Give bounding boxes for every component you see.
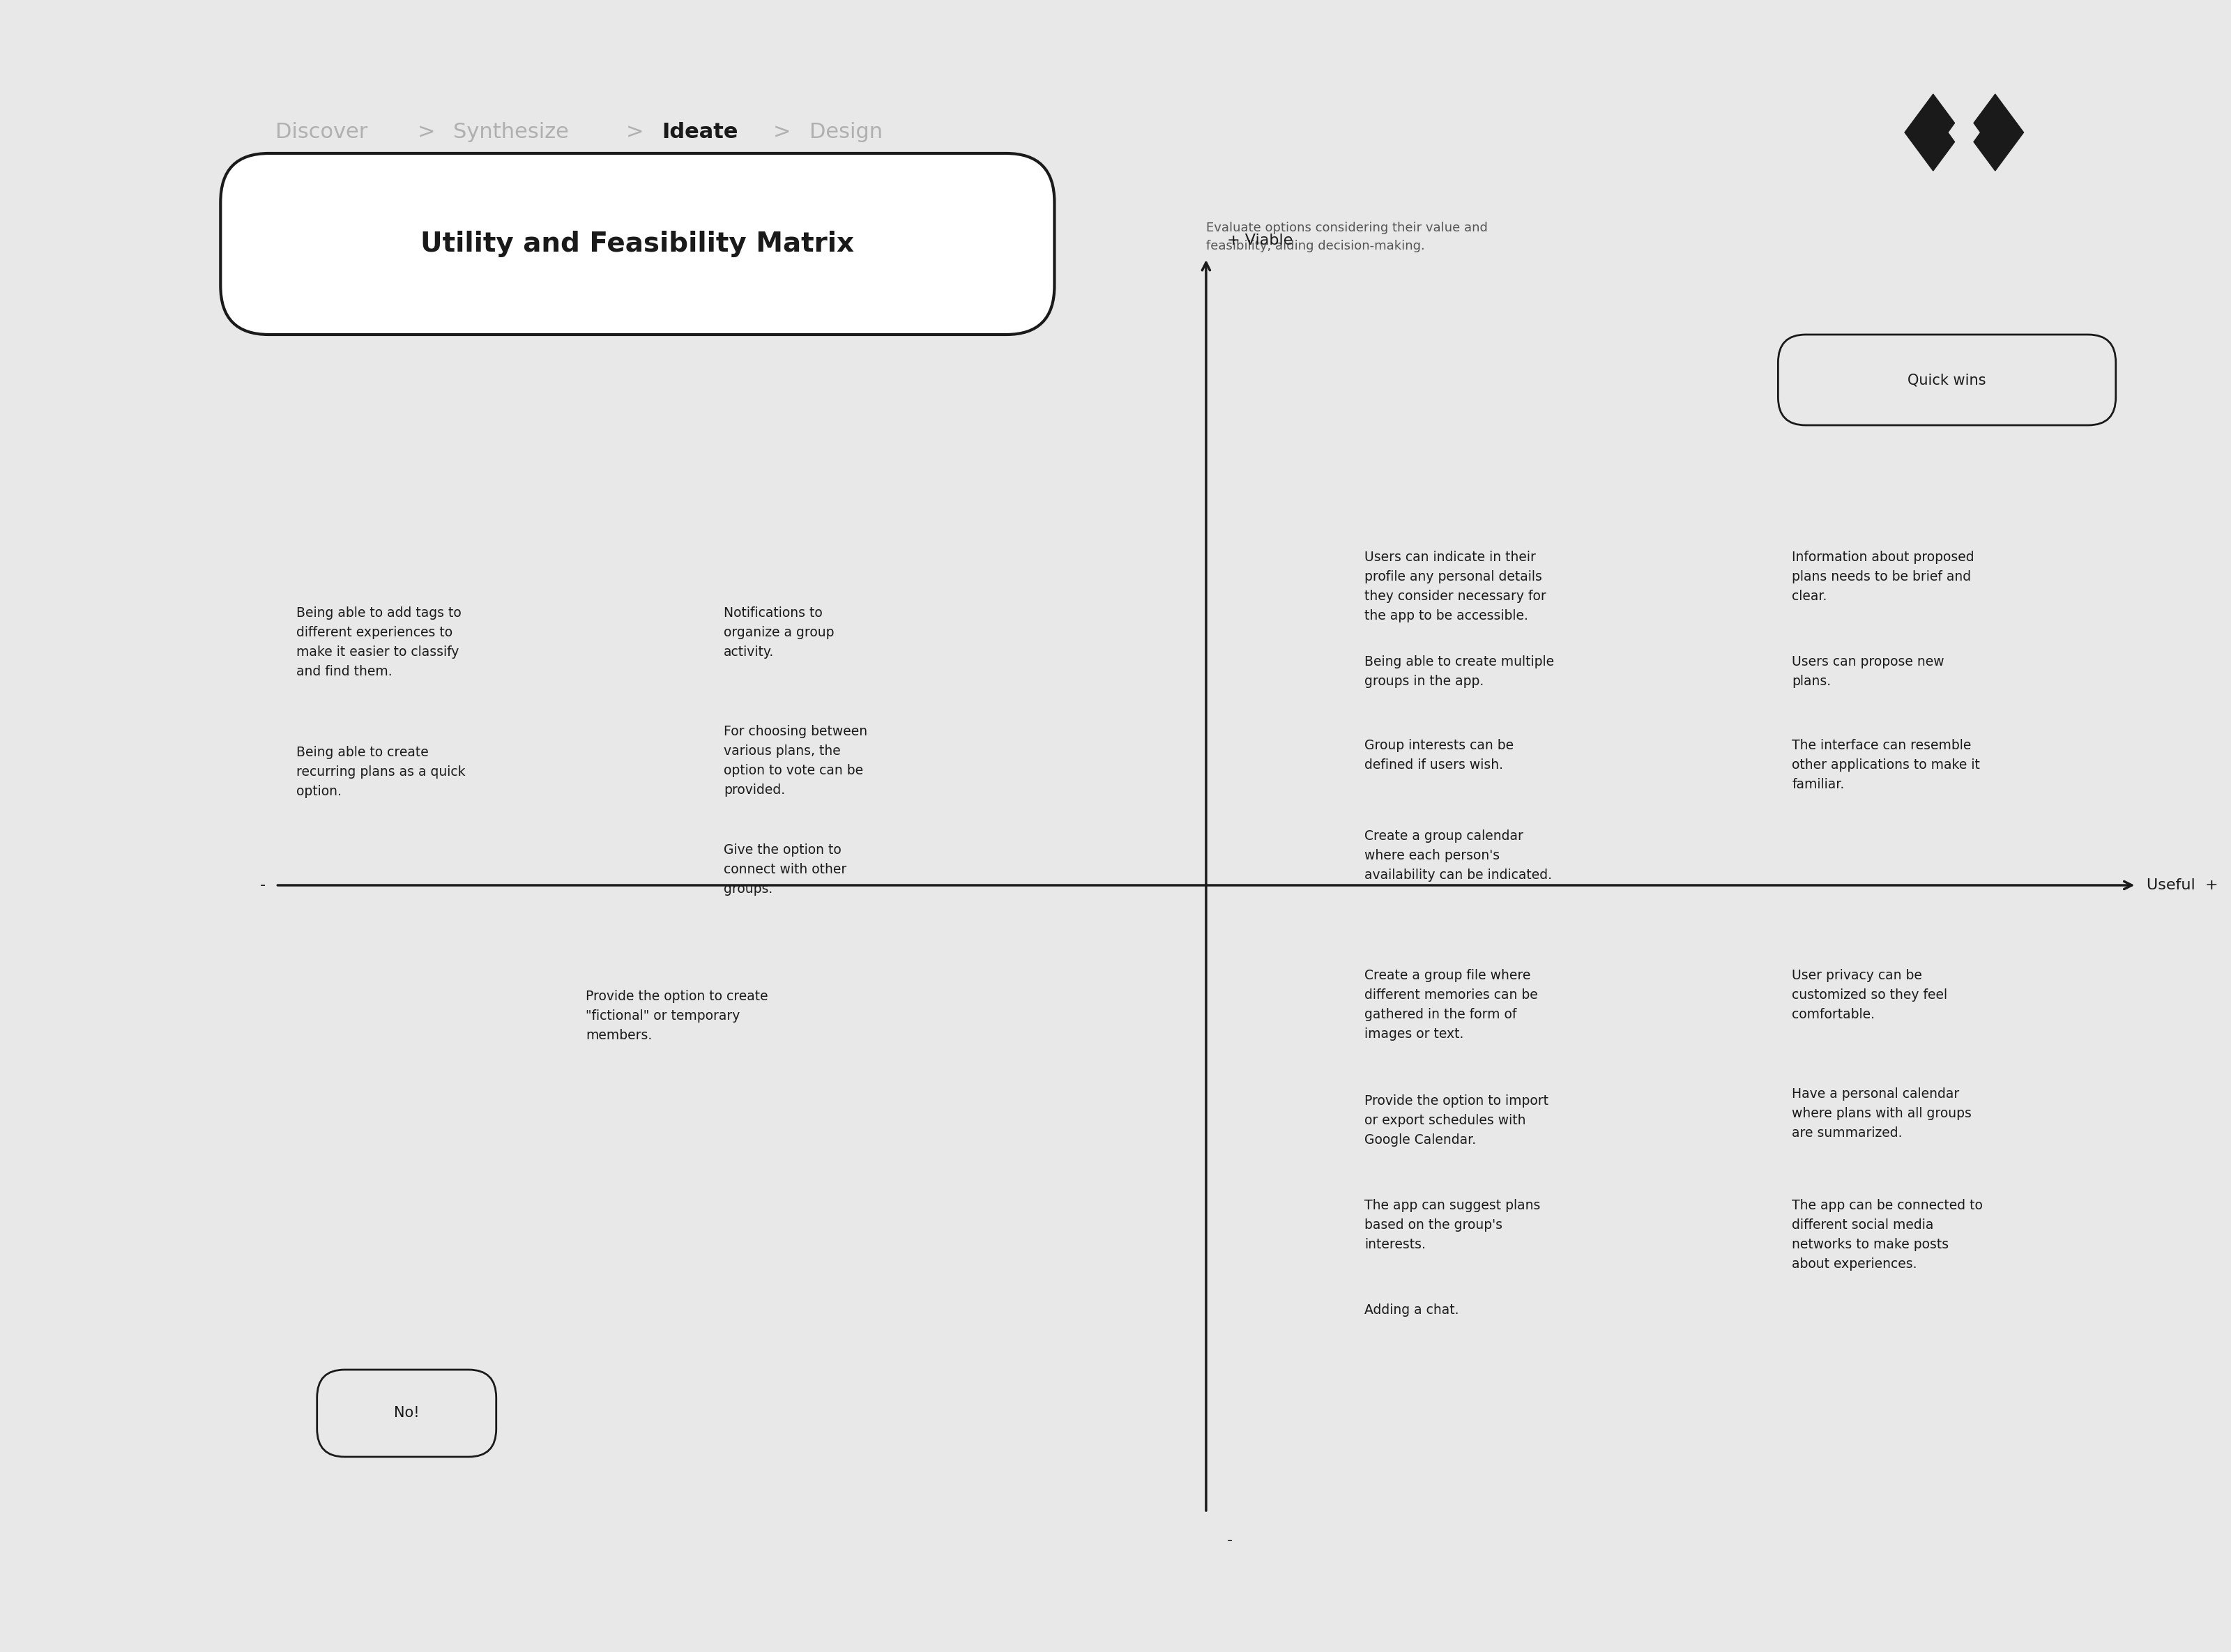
- Text: Provide the option to import
or export schedules with
Google Calendar.: Provide the option to import or export s…: [1365, 1094, 1548, 1146]
- Text: Users can propose new
plans.: Users can propose new plans.: [1791, 656, 1943, 687]
- Text: Evaluate options considering their value and
feasibility, aiding decision-making: Evaluate options considering their value…: [1207, 221, 1488, 253]
- Text: Adding a chat.: Adding a chat.: [1365, 1303, 1459, 1317]
- FancyBboxPatch shape: [317, 1370, 495, 1457]
- Text: The app can suggest plans
based on the group's
interests.: The app can suggest plans based on the g…: [1365, 1199, 1542, 1251]
- Polygon shape: [1905, 94, 1961, 170]
- Text: Synthesize: Synthesize: [453, 122, 569, 142]
- Text: Discover: Discover: [277, 122, 368, 142]
- Text: Users can indicate in their
profile any personal details
they consider necessary: Users can indicate in their profile any …: [1365, 550, 1546, 623]
- Text: -: -: [1227, 1533, 1232, 1548]
- Text: Ideate: Ideate: [663, 122, 738, 142]
- Text: User privacy can be
customized so they feel
comfortable.: User privacy can be customized so they f…: [1791, 968, 1948, 1021]
- Text: >: >: [774, 122, 792, 142]
- Text: >: >: [417, 122, 435, 142]
- Text: Create a group file where
different memories can be
gathered in the form of
imag: Create a group file where different memo…: [1365, 968, 1537, 1041]
- Text: Group interests can be
defined if users wish.: Group interests can be defined if users …: [1365, 738, 1515, 771]
- FancyBboxPatch shape: [1778, 335, 2115, 425]
- Text: Notifications to
organize a group
activity.: Notifications to organize a group activi…: [723, 606, 834, 659]
- Text: No!: No!: [395, 1406, 419, 1419]
- Text: Utility and Feasibility Matrix: Utility and Feasibility Matrix: [422, 231, 854, 258]
- Text: Provide the option to create
"fictional" or temporary
members.: Provide the option to create "fictional"…: [587, 990, 767, 1042]
- Polygon shape: [1950, 111, 1979, 154]
- Text: The app can be connected to
different social media
networks to make posts
about : The app can be connected to different so…: [1791, 1199, 1983, 1270]
- Text: Information about proposed
plans needs to be brief and
clear.: Information about proposed plans needs t…: [1791, 550, 1974, 603]
- Text: -: -: [259, 879, 265, 892]
- Text: Useful  +: Useful +: [2146, 879, 2218, 892]
- Text: Being able to create
recurring plans as a quick
option.: Being able to create recurring plans as …: [297, 745, 466, 798]
- Polygon shape: [1968, 94, 2024, 170]
- Text: >: >: [625, 122, 643, 142]
- Text: Have a personal calendar
where plans with all groups
are summarized.: Have a personal calendar where plans wit…: [1791, 1087, 1972, 1140]
- Text: Design: Design: [810, 122, 883, 142]
- Text: + Viable: + Viable: [1227, 233, 1292, 248]
- Text: Create a group calendar
where each person's
availability can be indicated.: Create a group calendar where each perso…: [1365, 829, 1553, 882]
- Text: Being able to add tags to
different experiences to
make it easier to classify
an: Being able to add tags to different expe…: [297, 606, 462, 679]
- Text: The interface can resemble
other applications to make it
familiar.: The interface can resemble other applica…: [1791, 738, 1981, 791]
- Text: Being able to create multiple
groups in the app.: Being able to create multiple groups in …: [1365, 656, 1555, 687]
- Text: Give the option to
connect with other
groups.: Give the option to connect with other gr…: [723, 844, 846, 895]
- FancyBboxPatch shape: [221, 154, 1055, 335]
- Text: Quick wins: Quick wins: [1908, 373, 1986, 387]
- Text: For choosing between
various plans, the
option to vote can be
provided.: For choosing between various plans, the …: [723, 725, 868, 796]
